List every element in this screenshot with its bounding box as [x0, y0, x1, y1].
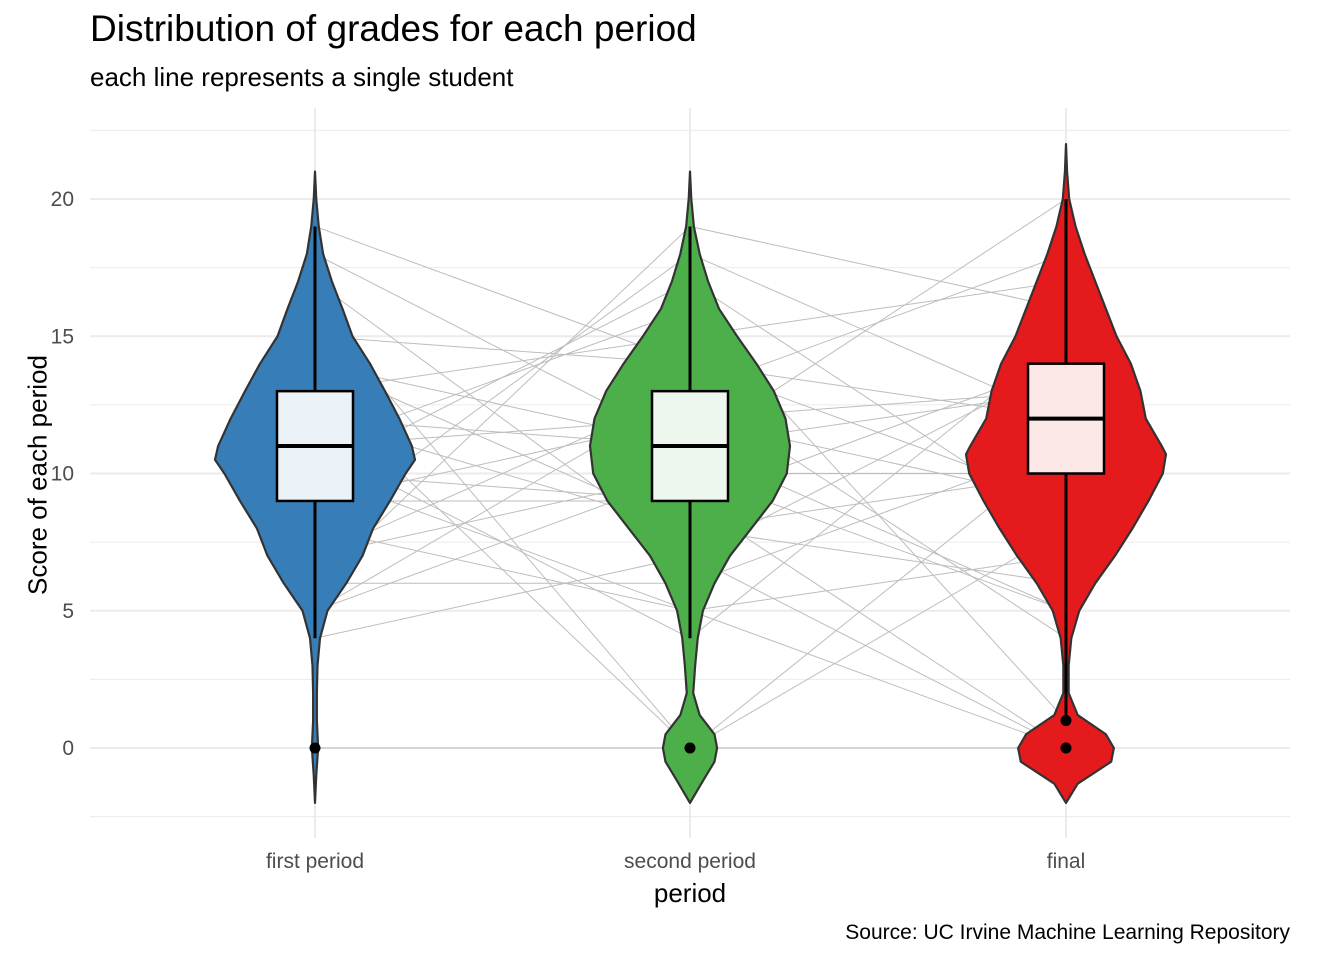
y-tick-label: 15 — [51, 325, 74, 348]
chart-caption: Source: UC Irvine Machine Learning Repos… — [845, 921, 1290, 944]
student-line — [314, 555, 691, 639]
student-line — [689, 555, 1067, 612]
student-line — [689, 500, 1067, 749]
y-tick-label: 10 — [51, 463, 74, 486]
chart-subtitle: each line represents a single student — [90, 62, 514, 92]
x-tick-label: final — [1047, 850, 1086, 873]
student-line — [689, 527, 1067, 749]
boxplots — [275, 199, 1106, 754]
outlier-point — [1060, 742, 1072, 754]
student-line — [314, 225, 691, 365]
y-tick-label: 20 — [51, 188, 74, 211]
axes: 0 5 10 15 20 first period second period final pe… — [51, 188, 1086, 908]
x-tick-label: second period — [624, 850, 756, 873]
x-tick-label: first period — [266, 850, 364, 873]
student-line — [689, 555, 1067, 749]
y-tick-label: 0 — [62, 737, 74, 760]
student-line — [689, 527, 1067, 584]
outlier-point — [309, 742, 321, 754]
y-tick-label: 5 — [62, 600, 74, 623]
student-line — [689, 610, 1067, 749]
student-line — [689, 225, 1067, 310]
x-axis-label: period — [654, 878, 726, 908]
student-line — [689, 280, 1067, 337]
outlier-point — [684, 742, 696, 754]
chart-title: Distribution of grades for each period — [90, 8, 697, 49]
outlier-point — [1060, 715, 1072, 727]
